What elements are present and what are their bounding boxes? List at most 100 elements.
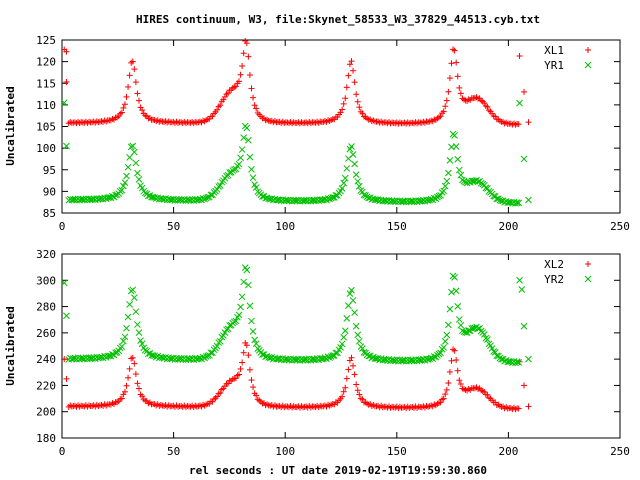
data-point — [124, 163, 132, 171]
data-point — [445, 321, 452, 329]
data-point — [343, 165, 351, 172]
data-point — [454, 73, 461, 80]
data-point — [345, 72, 352, 79]
data-point — [425, 118, 432, 125]
y-tick-label: 115 — [36, 77, 56, 90]
y-tick-label: 260 — [36, 327, 56, 340]
data-point — [350, 67, 357, 74]
data-point — [512, 121, 519, 128]
data-point — [349, 151, 357, 158]
data-point — [516, 53, 523, 60]
data-point — [232, 375, 239, 382]
data-point — [525, 403, 532, 410]
data-point — [245, 352, 252, 359]
data-point — [239, 63, 246, 70]
bottom-panel: 0 50 100 150 200 250 180 200 220 240 260 280 300 320 X… — [36, 248, 630, 458]
data-point — [265, 354, 273, 361]
data-point — [520, 322, 528, 330]
data-point — [457, 171, 465, 179]
data-point — [240, 50, 247, 57]
data-point — [63, 48, 70, 55]
data-point — [353, 91, 360, 98]
data-point — [414, 120, 421, 127]
legend-marker — [584, 275, 592, 283]
data-point — [346, 290, 354, 297]
data-point — [484, 336, 491, 343]
data-point — [109, 400, 116, 407]
x-tick-label: 150 — [387, 220, 407, 233]
data-point — [455, 166, 463, 174]
data-point — [213, 342, 221, 350]
data-point — [226, 322, 233, 329]
data-point — [525, 355, 532, 363]
data-point — [240, 349, 247, 356]
data-point — [342, 95, 349, 102]
data-point — [248, 317, 255, 325]
legend-label: YR2 — [544, 273, 564, 286]
data-point — [354, 331, 362, 339]
data-point — [63, 142, 70, 150]
data-point — [338, 340, 346, 348]
data-point — [248, 85, 255, 92]
data-point — [310, 403, 317, 410]
data-point — [445, 169, 452, 177]
data-point — [235, 78, 242, 85]
chart-title: HIRES continuum, W3, file:Skynet_58533_W… — [136, 13, 540, 26]
data-point — [190, 404, 197, 411]
data-point — [340, 179, 348, 187]
data-point — [232, 317, 240, 325]
data-point — [125, 83, 132, 90]
data-point — [190, 120, 197, 127]
data-point — [139, 107, 146, 114]
data-point — [210, 110, 217, 117]
data-point — [130, 294, 138, 301]
data-point — [154, 117, 161, 124]
top-panel: 0 50 100 150 200 250 85 90 95 100 105 110 115 120 125 X… — [36, 34, 630, 233]
data-point — [264, 401, 271, 408]
data-point — [131, 66, 138, 73]
data-point — [216, 337, 224, 345]
data-point — [121, 333, 129, 341]
data-point — [132, 308, 140, 316]
data-point — [351, 371, 358, 378]
data-point — [137, 337, 144, 344]
data-point — [129, 354, 136, 361]
data-point — [63, 78, 70, 85]
data-point — [343, 375, 350, 382]
data-point — [235, 160, 243, 168]
x-tick-label: 250 — [610, 220, 630, 233]
data-point — [518, 286, 526, 293]
data-point — [216, 182, 224, 189]
data-point — [104, 194, 112, 202]
data-point — [446, 368, 453, 375]
data-point — [123, 93, 130, 100]
data-point — [195, 196, 202, 204]
data-point — [249, 174, 257, 182]
data-point — [61, 356, 68, 363]
data-point — [428, 117, 435, 124]
data-point — [446, 75, 453, 82]
data-point — [84, 119, 91, 126]
legend-marker — [584, 61, 592, 69]
data-point — [235, 371, 242, 378]
y-tick-label: 180 — [36, 432, 56, 445]
data-point — [493, 352, 501, 360]
data-point — [351, 309, 358, 317]
y-tick-label: 300 — [36, 274, 56, 287]
x-tick-label: 100 — [275, 445, 295, 458]
data-point — [513, 199, 521, 206]
data-point — [521, 88, 528, 95]
data-point — [516, 99, 523, 107]
data-point — [60, 99, 68, 107]
data-point — [503, 119, 510, 126]
data-point — [238, 293, 246, 301]
data-point — [271, 118, 278, 125]
data-point — [124, 313, 132, 321]
data-point — [252, 184, 260, 191]
data-point — [225, 90, 232, 97]
legend-label: YR1 — [544, 59, 564, 72]
data-point — [442, 103, 449, 110]
data-point — [135, 329, 143, 336]
data-point — [98, 401, 105, 408]
